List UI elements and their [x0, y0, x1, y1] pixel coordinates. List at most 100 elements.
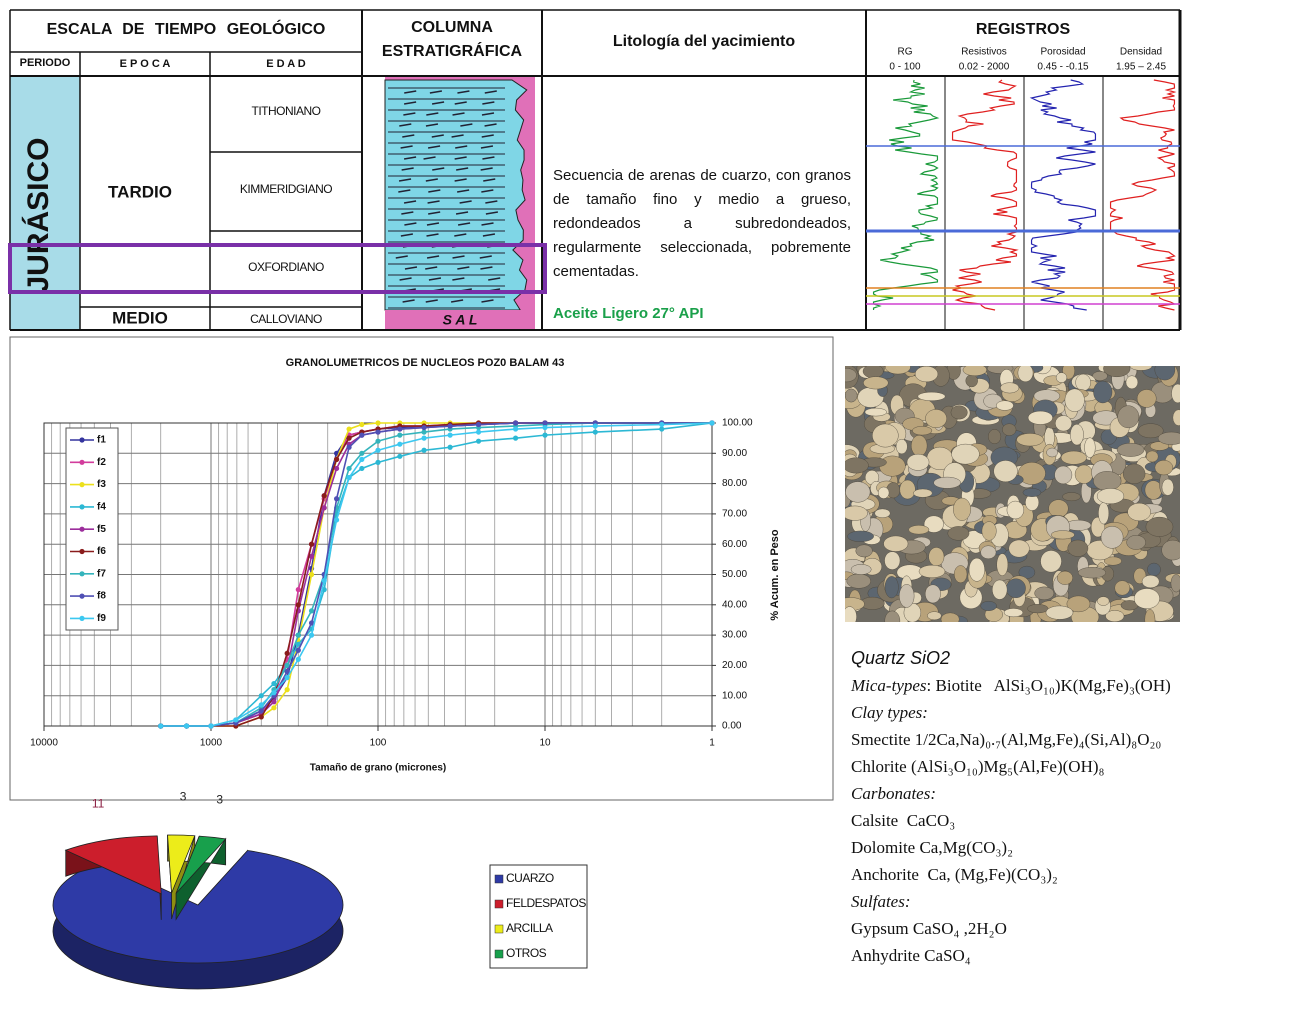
- grain: [1103, 360, 1130, 376]
- grain: [842, 506, 867, 521]
- data-point: [346, 475, 351, 480]
- grain: [1145, 609, 1155, 630]
- grain: [1070, 424, 1083, 445]
- mineral-line: Dolomite Ca,Mg(CO₃)₂: [851, 834, 1171, 861]
- grain: [1173, 410, 1185, 426]
- data-point: [309, 633, 314, 638]
- grain: [885, 552, 901, 570]
- grain: [1046, 606, 1073, 620]
- grain: [878, 487, 889, 499]
- mineral-line: Quartz SiO2: [851, 645, 1171, 672]
- page: S A LESCALA DE TIEMPO GEOLÓGICOPERIODOE …: [0, 0, 1301, 1018]
- grain: [911, 435, 927, 456]
- data-point: [375, 420, 380, 425]
- grain: [1028, 604, 1049, 613]
- grain: [1155, 460, 1173, 475]
- label: 60.00: [722, 539, 747, 550]
- label: MEDIO: [112, 308, 168, 327]
- grain: [1075, 465, 1093, 484]
- data-point: [309, 572, 314, 577]
- grain: [899, 584, 914, 607]
- grain: [1065, 389, 1085, 412]
- grain: [1097, 488, 1124, 503]
- data-point: [359, 466, 364, 471]
- label: E D A D: [266, 58, 306, 70]
- mineral-group: Mica-types: [851, 676, 927, 695]
- grain: [1055, 466, 1072, 484]
- legend-marker: [79, 460, 84, 465]
- grain: [845, 389, 857, 402]
- label: 0 - 100: [889, 62, 921, 73]
- oil-label: Aceite Ligero 27° API: [553, 305, 704, 322]
- grain: [848, 531, 874, 542]
- legend-marker: [79, 594, 84, 599]
- mineral-line: Anchorite Ca, (Mg,Fe)(CO₃)₂: [851, 861, 1171, 888]
- grain: [863, 377, 888, 389]
- mineral-line: Gypsum CaSO₄ ,2H₂O: [851, 915, 1171, 942]
- data-point: [375, 439, 380, 444]
- grain: [843, 458, 868, 473]
- grain: [925, 409, 946, 427]
- grain: [925, 585, 940, 603]
- mineral-line: Carbonates:: [851, 780, 1171, 807]
- label: f9: [97, 613, 106, 624]
- grain: [948, 526, 969, 540]
- data-point: [659, 426, 664, 431]
- mineral-group: Clay types:: [851, 703, 928, 722]
- label: 30.00: [722, 630, 747, 641]
- grain: [919, 565, 945, 578]
- grain: [1057, 571, 1072, 585]
- grain: [909, 525, 929, 534]
- data-point: [184, 723, 189, 728]
- grain: [918, 392, 945, 401]
- data-point: [285, 651, 290, 656]
- data-point: [359, 457, 364, 462]
- data-point: [334, 496, 339, 501]
- grain: [1123, 464, 1145, 484]
- legend-marker: [79, 527, 84, 532]
- data-point: [421, 429, 426, 434]
- label: 90.00: [722, 448, 747, 459]
- legend-swatch: [495, 925, 503, 933]
- data-point: [346, 445, 351, 450]
- label: Resistivos: [961, 47, 1007, 58]
- label: f7: [97, 568, 106, 579]
- data-point: [397, 442, 402, 447]
- data-point: [476, 439, 481, 444]
- grain: [929, 547, 944, 566]
- mineral-line: Calsite CaCO₃: [851, 807, 1171, 834]
- grain: [1146, 451, 1158, 462]
- data-point: [334, 457, 339, 462]
- mineral-line: Clay types:: [851, 699, 1171, 726]
- label: OXFORDIANO: [248, 260, 324, 274]
- label: Densidad: [1120, 47, 1162, 58]
- data-point: [296, 602, 301, 607]
- grain: [953, 498, 970, 521]
- grain: [1093, 381, 1112, 403]
- grain: [1009, 540, 1030, 557]
- mineral-list: Quartz SiO2Mica-types: Biotite AlSi₃O₁₀)…: [851, 645, 1171, 969]
- grain: [912, 426, 932, 435]
- mineral-line: Mica-types: Biotite AlSi₃O₁₀)K(Mg,Fe)₃(O…: [851, 672, 1171, 699]
- mineral-line: Chlorite (AlSi₃O₁₀)Mg₅(Al,Fe)(OH)₈: [851, 753, 1171, 780]
- label: f2: [97, 457, 106, 468]
- log-trace: [953, 80, 1017, 310]
- legend-swatch: [495, 900, 503, 908]
- data-point: [476, 429, 481, 434]
- label: E P O C A: [120, 58, 171, 70]
- label: KIMMERIDGIANO: [240, 182, 332, 196]
- label: 50.00: [722, 569, 747, 580]
- data-point: [421, 436, 426, 441]
- label: COLUMNA: [411, 19, 493, 36]
- label: FELDESPATOS: [506, 896, 586, 910]
- grain: [994, 460, 1018, 481]
- grain: [951, 406, 968, 420]
- mineral-line: Sulfates:: [851, 888, 1171, 915]
- label: 80.00: [722, 478, 747, 489]
- label: JURÁSICO: [21, 137, 55, 292]
- grain: [875, 509, 891, 518]
- grain: [1006, 579, 1025, 598]
- label: 0.02 - 2000: [959, 62, 1010, 73]
- mineral-formula: Chlorite (AlSi₃O₁₀)Mg₅(Al,Fe)(OH)₈: [851, 757, 1104, 776]
- grain: [1078, 567, 1106, 578]
